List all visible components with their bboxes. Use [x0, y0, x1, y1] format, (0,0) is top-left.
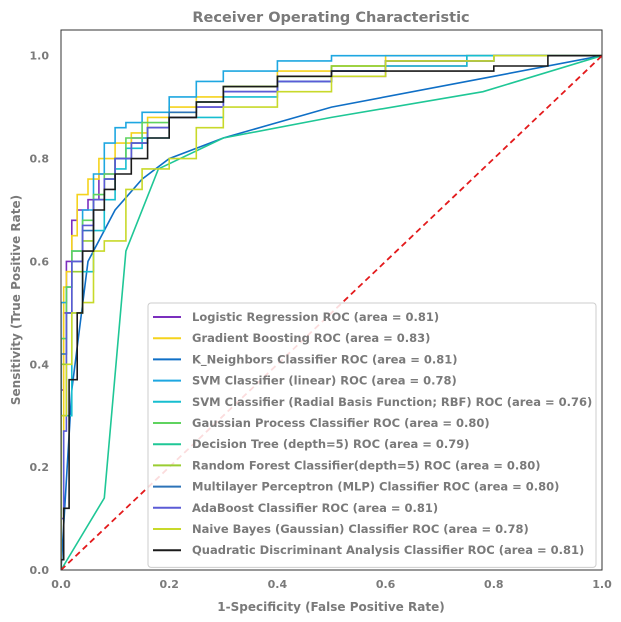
legend-box	[147, 302, 597, 568]
roc-series-line-12	[61, 54, 602, 570]
roc-series-line-11	[61, 54, 602, 570]
axes: 0.0 0.2 0.4 0.6 0.8 1.0 0.0 0.2 0.4 0.6 0.8 1.0	[30, 29, 612, 591]
legend-entry-label: Logistic Regression ROC (area = 0.81)	[192, 310, 439, 324]
x-tick-label: 0.8	[484, 578, 504, 591]
y-axis-label: Sensitivity (True Positive Rate)	[9, 195, 23, 405]
x-tick-label: 0.2	[159, 578, 179, 591]
y-tick-label: 0.6	[30, 255, 50, 268]
x-axis-label: 1-Specificity (False Positive Rate)	[217, 600, 444, 614]
legend-entry-label: Random Forest Classifier(depth=5) ROC (a…	[192, 458, 541, 472]
roc-series-line-7	[61, 54, 602, 570]
legend-entry-label: Multilayer Perceptron (MLP) Classifier R…	[192, 480, 559, 494]
x-tick-label: 1.0	[592, 578, 612, 591]
y-tick-label: 0.2	[30, 461, 50, 474]
y-tick-label: 0.4	[30, 358, 50, 371]
y-tick-label: 1.0	[30, 50, 50, 63]
legend-entry-label: Gradient Boosting ROC (area = 0.83)	[192, 331, 430, 345]
y-tick-label: 0.0	[30, 564, 50, 577]
legend-entry-label: AdaBoost Classifier ROC (area = 0.81)	[192, 501, 438, 515]
y-tick-label: 0.8	[30, 153, 50, 166]
x-tick-label: 0.6	[376, 578, 396, 591]
legend-entry-label: SVM Classifier (linear) ROC (area = 0.78…	[192, 374, 457, 388]
legend-entry-label: Gaussian Process Classifier ROC (area = …	[192, 416, 490, 430]
plot-frame	[60, 29, 603, 571]
legend-entry-label: Decision Tree (depth=5) ROC (area = 0.79…	[192, 437, 470, 451]
legend-entry-label: Naive Bayes (Gaussian) Classifier ROC (a…	[192, 522, 529, 536]
x-tick-label: 0.4	[268, 578, 288, 591]
legend: Logistic Regression ROC (area = 0.81) Gra…	[147, 302, 597, 568]
legend-entry-label: Quadratic Discriminant Analysis Classifi…	[192, 543, 584, 557]
legend-entry-label: K_Neighbors Classifier ROC (area = 0.81)	[192, 352, 457, 367]
x-tick-label: 0.0	[51, 578, 71, 591]
chart-title: Receiver Operating Characteristic	[192, 10, 469, 26]
legend-entry-label: SVM Classifier (Radial Basis Function; R…	[192, 395, 592, 409]
